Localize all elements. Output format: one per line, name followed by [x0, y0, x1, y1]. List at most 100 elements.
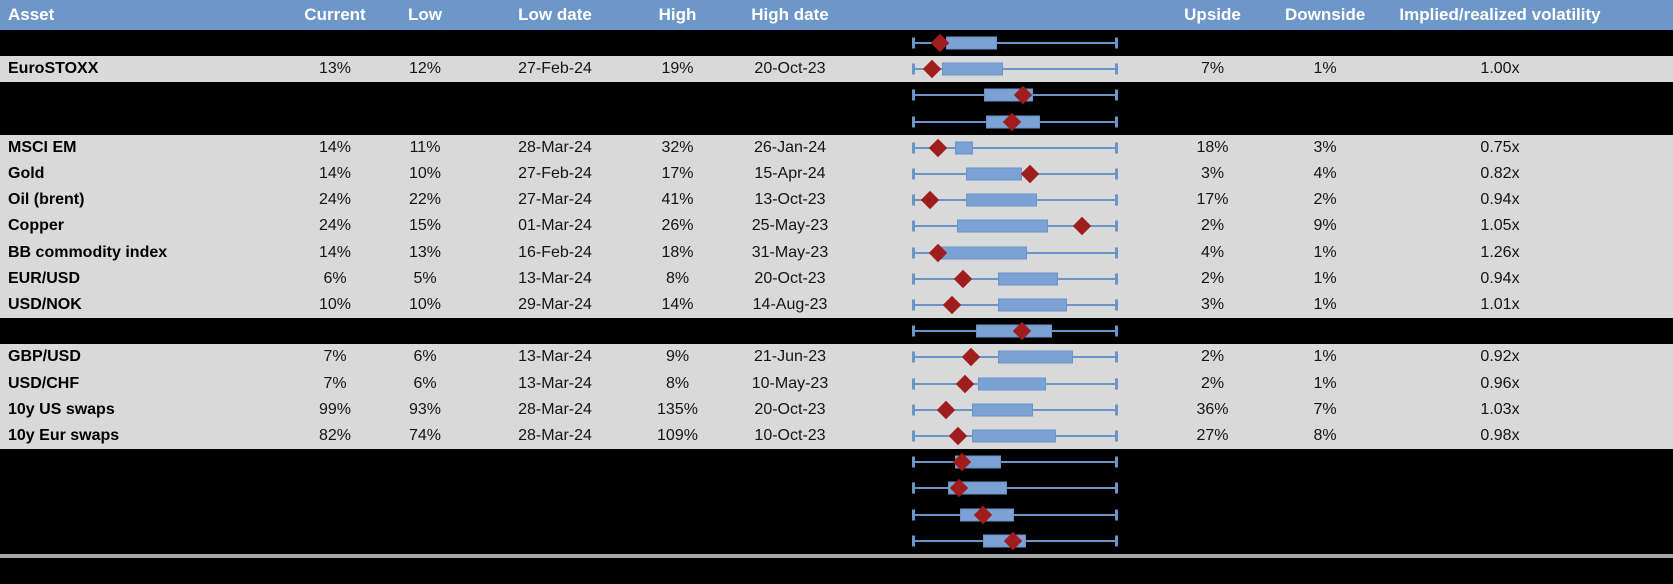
cell-downside: 1% [1313, 348, 1337, 366]
whisker-cap-left-icon [912, 273, 915, 285]
cell-downside: 1% [1313, 374, 1337, 392]
header-cell-implied-realized: Implied/realized volatility [1399, 5, 1601, 24]
current-marker-icon [1072, 217, 1092, 236]
cell-implied-realized: 0.98x [1480, 427, 1520, 445]
table-row: GBP/USD 7% 6% 13-Mar-24 9% 21-Jun-23 2% … [0, 344, 1673, 371]
cell-low-date: 28-Mar-24 [518, 400, 592, 418]
cell-downside: 1% [1313, 60, 1337, 78]
whisker-cap-right-icon [1115, 89, 1118, 101]
current-marker-icon [955, 374, 975, 393]
cell-low: 11% [409, 138, 441, 156]
hidden-row [0, 449, 1673, 475]
cell-current: 82% [318, 427, 352, 445]
cell-high-date: 15-Apr-24 [754, 165, 826, 183]
boxplot [912, 528, 1118, 554]
cell-low-date: 27-Feb-24 [518, 60, 592, 78]
header-cell-downside: Downside [1285, 5, 1366, 24]
current-marker-icon [961, 348, 981, 367]
whisker-cap-left-icon [912, 220, 915, 232]
box-bar [971, 403, 1033, 417]
whisker-cap-right-icon [1115, 378, 1118, 390]
cell-current: 24% [318, 217, 352, 235]
cell-upside: 3% [1200, 165, 1225, 183]
box-bar [955, 141, 973, 155]
boxplot [912, 82, 1118, 108]
cell-implied-realized: 1.00x [1480, 60, 1520, 78]
cell-upside: 2% [1200, 269, 1225, 287]
whisker-cap-right-icon [1115, 247, 1118, 259]
cell-current: 14% [318, 165, 352, 183]
current-marker-icon [948, 426, 968, 446]
cell-upside: 7% [1200, 60, 1225, 78]
cell-high: 8% [665, 374, 690, 392]
header-cell-low-date: Low date [518, 5, 592, 24]
cell-low: 15% [408, 217, 442, 235]
cell-implied-realized: 1.05x [1480, 217, 1520, 235]
boxplot-cell [865, 292, 1140, 318]
whisker-cap-left-icon [912, 509, 915, 521]
cell-downside: 2% [1313, 191, 1337, 209]
cell-downside: 8% [1313, 427, 1337, 445]
cell-asset: GBP/USD [8, 348, 81, 366]
cell-high-date: 10-May-23 [751, 374, 829, 392]
cell-low: 6% [413, 348, 437, 366]
cell-upside: 2% [1200, 348, 1225, 366]
boxplot [912, 109, 1118, 135]
boxplot [912, 30, 1118, 56]
whisker-cap-left-icon [912, 351, 915, 363]
whisker-cap-left-icon [912, 378, 915, 390]
cell-upside: 2% [1200, 374, 1225, 392]
box-bar [945, 36, 998, 50]
cell-upside: 27% [1196, 427, 1229, 445]
boxplot [912, 371, 1118, 397]
cell-low-date: 27-Feb-24 [518, 165, 592, 183]
cell-current: 10% [318, 296, 352, 314]
whisker-cap-left-icon [912, 247, 915, 259]
whisker-cap-left-icon [912, 63, 915, 75]
cell-high-date: 20-Oct-23 [754, 60, 826, 78]
table-row: Oil (brent) 24% 22% 27-Mar-24 41% 13-Oct… [0, 187, 1673, 214]
boxplot [912, 135, 1118, 161]
box-bar [965, 193, 1038, 207]
cell-downside: 9% [1313, 217, 1337, 235]
cell-high: 18% [661, 243, 694, 261]
cell-high-date: 13-Oct-23 [754, 191, 826, 209]
whisker-cap-left-icon [912, 89, 915, 101]
hidden-row [0, 528, 1673, 554]
cell-low: 12% [408, 60, 442, 78]
cell-implied-realized: 0.96x [1480, 374, 1520, 392]
cell-implied-realized: 0.82x [1480, 165, 1520, 183]
cell-high: 14% [661, 296, 694, 314]
cell-implied-realized: 0.92x [1480, 348, 1520, 366]
cell-high-date: 31-May-23 [751, 243, 829, 261]
cell-low: 6% [413, 374, 437, 392]
cell-upside: 36% [1196, 400, 1229, 418]
box-bar [997, 272, 1059, 286]
boxplot-cell [865, 161, 1140, 187]
header-cell-low: Low [408, 5, 442, 24]
whisker-cap-right-icon [1115, 168, 1118, 180]
boxplot-cell [865, 82, 1140, 108]
cell-high-date: 25-May-23 [751, 217, 829, 235]
whisker-line [912, 146, 1118, 149]
cell-low: 74% [408, 427, 442, 445]
whisker-cap-left-icon [912, 535, 915, 547]
cell-asset: 10y Eur swaps [8, 427, 120, 445]
cell-implied-realized: 0.94x [1480, 269, 1520, 287]
box-bar [997, 350, 1074, 364]
cell-low-date: 28-Mar-24 [518, 427, 592, 445]
boxplot [912, 266, 1118, 292]
cell-asset: USD/CHF [8, 374, 80, 392]
whisker-cap-left-icon [912, 456, 915, 468]
whisker-line [912, 487, 1118, 490]
whisker-cap-left-icon [912, 194, 915, 206]
boxplot-cell [865, 371, 1140, 397]
whisker-cap-right-icon [1115, 351, 1118, 363]
current-marker-icon [920, 191, 940, 210]
boxplot [912, 449, 1118, 475]
cell-low-date: 16-Feb-24 [518, 243, 592, 261]
boxplot [912, 423, 1118, 449]
boxplot [912, 213, 1118, 239]
boxplot-cell [865, 135, 1140, 161]
table-row: 10y Eur swaps 82% 74% 28-Mar-24 109% 10-… [0, 423, 1673, 450]
